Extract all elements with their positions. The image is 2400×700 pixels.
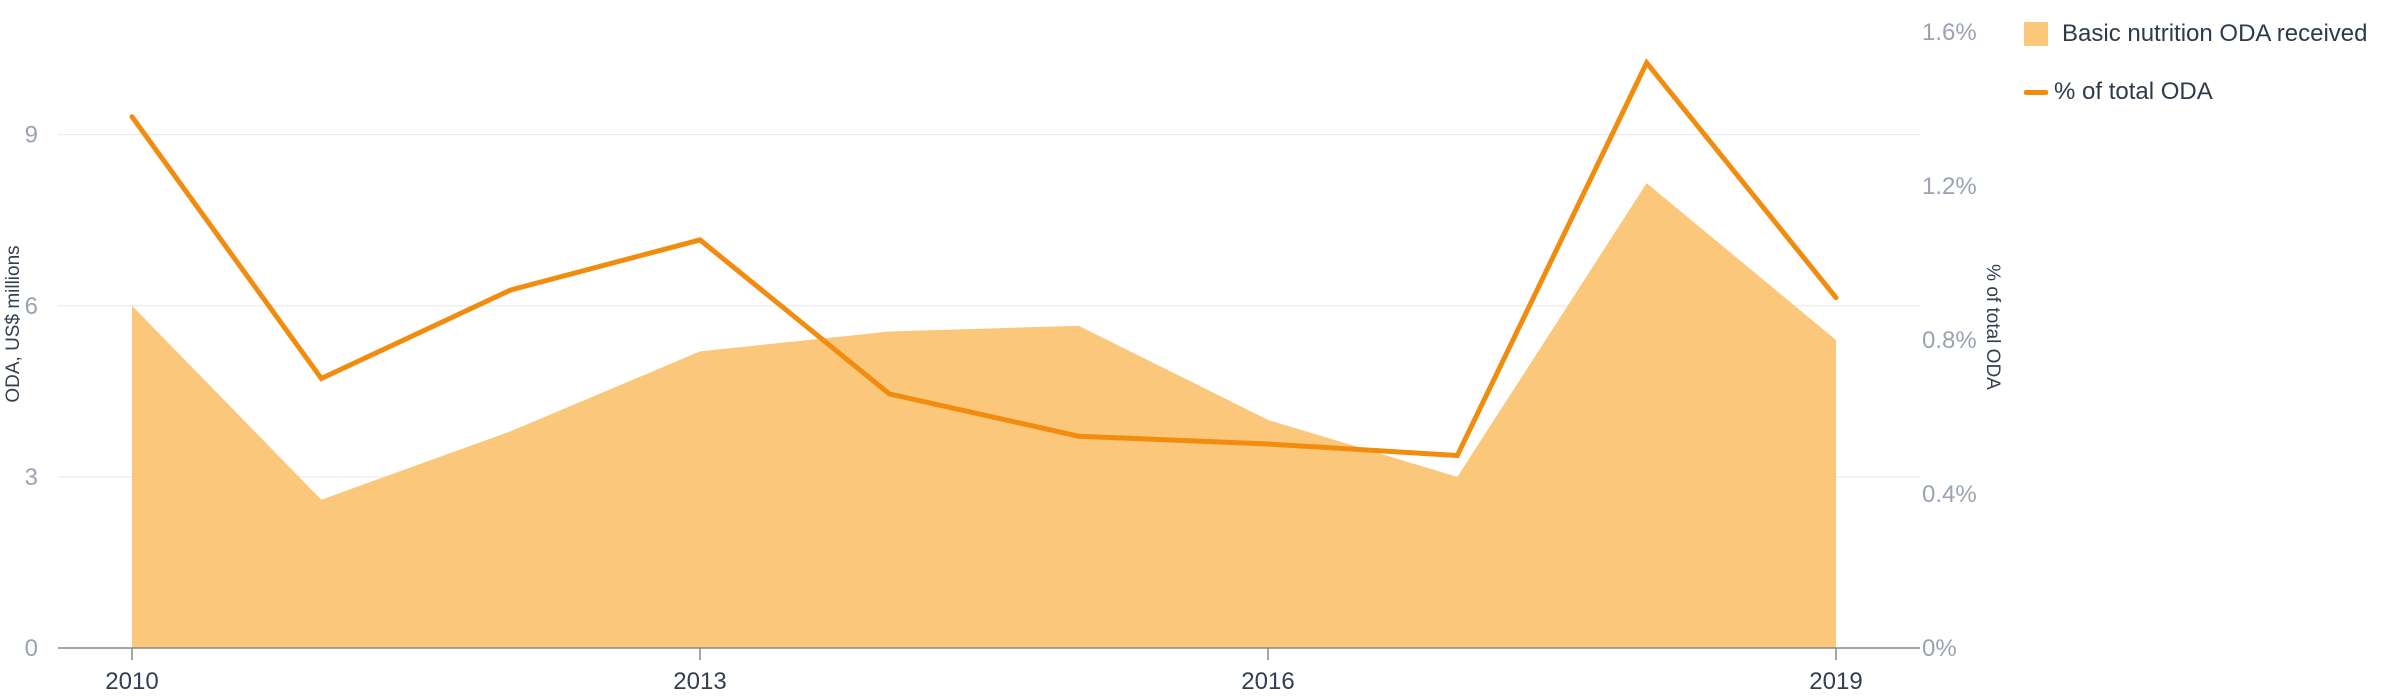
- y-tick-right-label: 0.4%: [1922, 481, 1977, 508]
- legend-item-area[interactable]: Basic nutrition ODA received: [2024, 18, 2367, 50]
- y-axis-right-title: % of total ODA: [1982, 264, 2003, 390]
- legend-swatch-area: [2024, 22, 2048, 46]
- y-tick-left-label: 9: [25, 122, 38, 149]
- line-series: [129, 58, 1839, 459]
- y-tick-right-label: 1.2%: [1922, 173, 1977, 200]
- y-tick-left-label: 0: [25, 635, 38, 662]
- legend-item-line[interactable]: % of total ODA: [2024, 76, 2367, 108]
- legend: Basic nutrition ODA received % of total …: [2024, 18, 2367, 134]
- x-tick-label: 2013: [673, 668, 726, 695]
- y-tick-left-label: 3: [25, 464, 38, 491]
- legend-label-line: % of total ODA: [2054, 78, 2213, 105]
- x-tick-label: 2016: [1241, 668, 1294, 695]
- legend-swatch-line: [2024, 89, 2048, 95]
- legend-label-area: Basic nutrition ODA received: [2062, 20, 2368, 47]
- y-axis-left-title: ODA, US$ millions: [3, 245, 24, 402]
- x-tick-label: 2010: [105, 668, 158, 695]
- y-tick-right-label: 0.8%: [1922, 327, 1977, 354]
- y-tick-right-label: 0%: [1922, 635, 1957, 662]
- axes: 0 3 6 9 0% 0.4% 0.8% 1.2% 1.6% 2010 2013 2016 2019: [25, 19, 1977, 695]
- x-tick-label: 2019: [1809, 668, 1862, 695]
- y-tick-left-label: 6: [25, 293, 38, 320]
- line-pct-total-oda: [129, 58, 1839, 459]
- y-tick-right-label: 1.6%: [1922, 19, 1977, 46]
